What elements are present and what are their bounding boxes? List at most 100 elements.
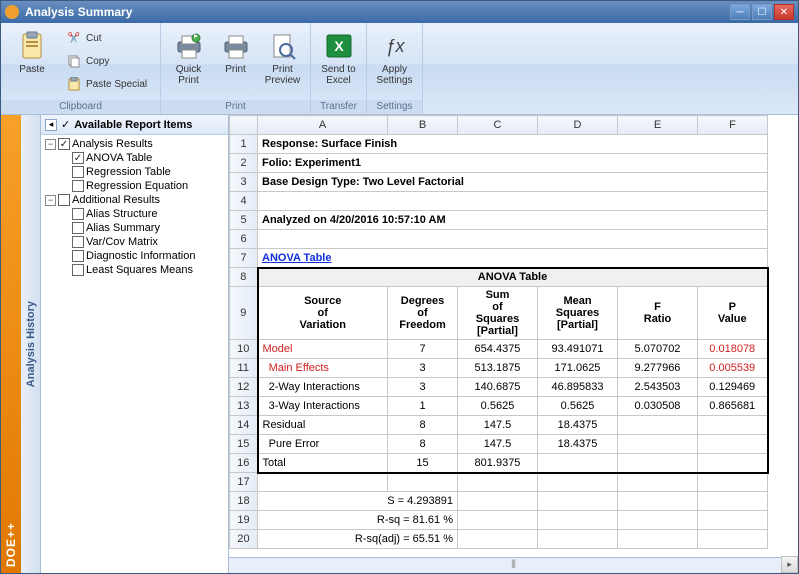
anova-ss-6[interactable]: 801.9375 [458,454,538,473]
row-header-4[interactable]: 4 [230,192,258,211]
row-header-5[interactable]: 5 [230,211,258,230]
cell-18-4[interactable] [698,492,768,511]
anova-p-3[interactable]: 0.865681 [698,397,768,416]
anova-f-2[interactable]: 2.543503 [618,378,698,397]
col-header-F[interactable]: F [698,116,768,135]
chk-lsmeans[interactable] [72,264,84,276]
apply-settings-button[interactable]: ƒx Apply Settings [373,27,416,89]
anova-p-1[interactable]: 0.005539 [698,359,768,378]
anova-ss-2[interactable]: 140.6875 [458,378,538,397]
row-header-11[interactable]: 11 [230,359,258,378]
copy-button[interactable]: Copy [61,50,152,72]
row-header-9[interactable]: 9 [230,287,258,340]
node-alias-summary[interactable]: Alias Summary [86,222,160,234]
chk-anova-table[interactable]: ✓ [72,152,84,164]
row-header-14[interactable]: 14 [230,416,258,435]
cell-corner[interactable] [230,116,258,135]
chk-analysis-results[interactable]: ✓ [58,138,70,150]
anova-ss-3[interactable]: 0.5625 [458,397,538,416]
cell-17-3[interactable] [538,473,618,492]
anova-p-2[interactable]: 0.129469 [698,378,768,397]
anova-f-3[interactable]: 0.030508 [618,397,698,416]
row-header-12[interactable]: 12 [230,378,258,397]
anova-f-5[interactable] [618,435,698,454]
cell-3-0[interactable]: Base Design Type: Two Level Factorial [258,173,768,192]
anova-src-3[interactable]: 3-Way Interactions [258,397,388,416]
node-regression-equation[interactable]: Regression Equation [86,180,188,192]
cell-18-0[interactable]: S = 4.293891 [258,492,458,511]
chk-regression-equation[interactable] [72,180,84,192]
row-header-18[interactable]: 18 [230,492,258,511]
anova-ms-3[interactable]: 0.5625 [538,397,618,416]
anova-dof-1[interactable]: 3 [388,359,458,378]
cell-17-1[interactable] [388,473,458,492]
tree-header-checkbox[interactable]: ✓ [61,118,70,131]
scroll-right-button[interactable]: ▸ [781,556,798,573]
anova-f-0[interactable]: 5.070702 [618,340,698,359]
cell-6-0[interactable] [258,230,768,249]
cell-19-0[interactable]: R-sq = 81.61 % [258,511,458,530]
cell-17-5[interactable] [698,473,768,492]
anova-src-4[interactable]: Residual [258,416,388,435]
anova-ms-0[interactable]: 93.491071 [538,340,618,359]
cell-20-4[interactable] [698,530,768,549]
col-header-D[interactable]: D [538,116,618,135]
node-lsmeans[interactable]: Least Squares Means [86,264,193,276]
tree-collapse-button[interactable]: ◂ [45,119,57,131]
maximize-button[interactable]: ☐ [752,4,772,20]
cell-17-4[interactable] [618,473,698,492]
anova-f-6[interactable] [618,454,698,473]
cell-20-1[interactable] [458,530,538,549]
sheet-tab-handle[interactable]: ⦀ [511,559,516,572]
cell-17-2[interactable] [458,473,538,492]
sidetab-analysis-history[interactable]: Analysis History [21,115,41,573]
anova-ss-4[interactable]: 147.5 [458,416,538,435]
anova-src-1[interactable]: Main Effects [258,359,388,378]
anova-ms-6[interactable] [538,454,618,473]
anova-src-5[interactable]: Pure Error [258,435,388,454]
cell-19-1[interactable] [458,511,538,530]
row-header-1[interactable]: 1 [230,135,258,154]
paste-button[interactable]: Paste [7,27,57,78]
row-header-20[interactable]: 20 [230,530,258,549]
paste-special-button[interactable]: Paste Special [61,73,152,95]
chk-alias-structure[interactable] [72,208,84,220]
anova-dof-0[interactable]: 7 [388,340,458,359]
cell-19-2[interactable] [538,511,618,530]
anova-ms-2[interactable]: 46.895833 [538,378,618,397]
cell-18-2[interactable] [538,492,618,511]
anova-src-0[interactable]: Model [258,340,388,359]
cell-4-0[interactable] [258,192,768,211]
node-regression-table[interactable]: Regression Table [86,166,171,178]
anova-f-4[interactable] [618,416,698,435]
row-header-10[interactable]: 10 [230,340,258,359]
row-header-7[interactable]: 7 [230,249,258,268]
cell-19-3[interactable] [618,511,698,530]
node-diagnostic[interactable]: Diagnostic Information [86,250,195,262]
chk-alias-summary[interactable] [72,222,84,234]
cell-2-0[interactable]: Folio: Experiment1 [258,154,768,173]
anova-ss-1[interactable]: 513.1875 [458,359,538,378]
node-additional-results[interactable]: Additional Results [72,194,160,206]
anova-p-5[interactable] [698,435,768,454]
chk-diagnostic[interactable] [72,250,84,262]
anova-dof-5[interactable]: 8 [388,435,458,454]
col-header-C[interactable]: C [458,116,538,135]
cell-20-3[interactable] [618,530,698,549]
print-button[interactable]: Print [214,27,257,78]
chk-regression-table[interactable] [72,166,84,178]
cell-1-0[interactable]: Response: Surface Finish [258,135,768,154]
anova-p-4[interactable] [698,416,768,435]
anova-f-1[interactable]: 9.277966 [618,359,698,378]
anova-p-6[interactable] [698,454,768,473]
cell-18-1[interactable] [458,492,538,511]
row-header-3[interactable]: 3 [230,173,258,192]
row-header-2[interactable]: 2 [230,154,258,173]
col-header-E[interactable]: E [618,116,698,135]
anova-p-0[interactable]: 0.018078 [698,340,768,359]
anova-ms-1[interactable]: 171.0625 [538,359,618,378]
row-header-13[interactable]: 13 [230,397,258,416]
anova-ss-5[interactable]: 147.5 [458,435,538,454]
anova-dof-2[interactable]: 3 [388,378,458,397]
quick-print-button[interactable]: Quick Print [167,27,210,89]
